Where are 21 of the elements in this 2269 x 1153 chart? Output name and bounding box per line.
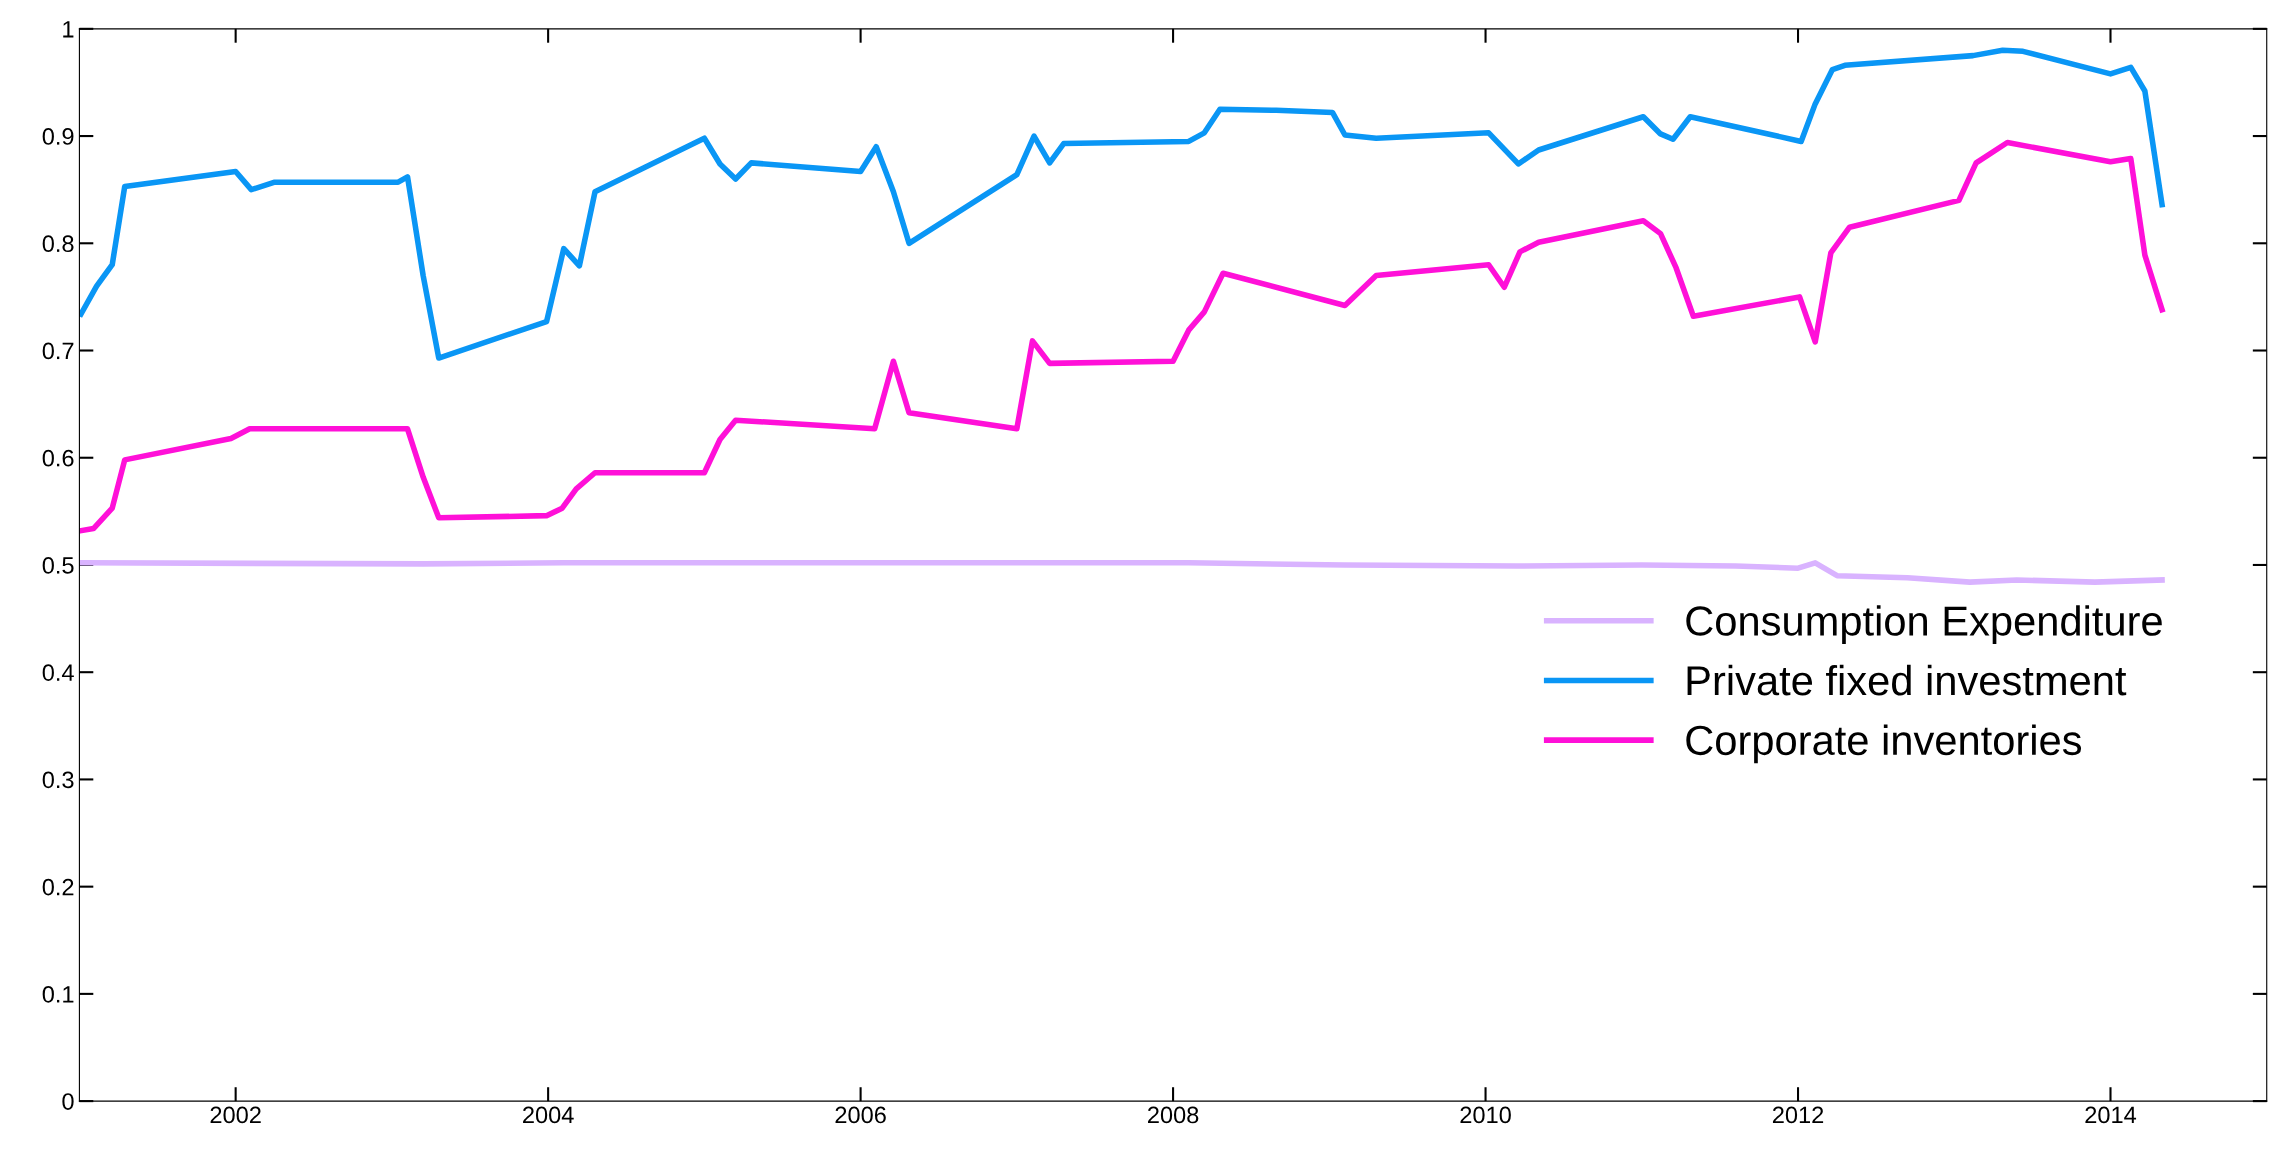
- x-tick-label: 2012: [1772, 1106, 1824, 1124]
- y-tick-label: 0.6: [42, 449, 74, 467]
- x-tick-label: 2006: [835, 1106, 886, 1124]
- x-tick-label: 2014: [2085, 1106, 2137, 1124]
- y-tick-label: 0.1: [42, 985, 74, 1003]
- y-tick-label: 0.3: [42, 771, 74, 789]
- y-tick-label: 0.4: [42, 664, 74, 681]
- y-tick-label: 0.8: [42, 235, 74, 253]
- y-tick-label: 0.7: [42, 342, 74, 360]
- x-tick-label: 2004: [523, 1106, 574, 1124]
- legend-label: Consumption Expenditure: [1686, 605, 2162, 645]
- x-tick-label: 2010: [1460, 1106, 1511, 1124]
- y-tick-label: 0.5: [42, 557, 74, 574]
- y-tick-label: 0.9: [42, 128, 74, 145]
- legend-label: Private fixed investment: [1687, 664, 2127, 696]
- y-tick-label: 1: [63, 21, 74, 38]
- y-tick-label: 0.2: [42, 878, 74, 896]
- y-tick-label: 0: [62, 1093, 74, 1110]
- x-tick-label: 2008: [1148, 1106, 1199, 1124]
- legend-label: Corporate inventories: [1686, 724, 2082, 764]
- x-tick-label: 2002: [210, 1106, 261, 1124]
